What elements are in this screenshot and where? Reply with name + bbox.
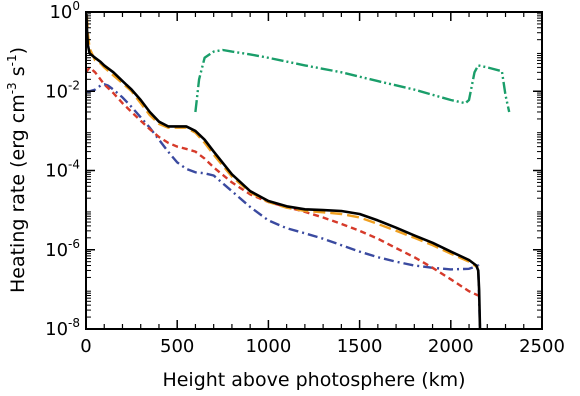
- x-tick-label: 1000: [245, 336, 291, 357]
- y-tick-label-base: 10: [49, 2, 72, 23]
- y-tick-label-exp: -8: [68, 316, 80, 330]
- y-axis-label-exp1: -3: [5, 82, 19, 94]
- y-tick-label-base: 10: [45, 81, 68, 102]
- y-tick-label: 100: [49, 0, 80, 23]
- x-tick-label: 500: [160, 336, 194, 357]
- y-tick-label-exp: 0: [72, 0, 80, 13]
- x-tick-label: 2000: [428, 336, 474, 357]
- y-tick-label: 10-2: [45, 78, 80, 102]
- y-tick-label-base: 10: [45, 319, 68, 340]
- y-axis-label-end: ): [7, 47, 29, 54]
- y-tick-label-base: 10: [45, 240, 68, 261]
- y-tick-label-exp: -2: [68, 78, 80, 92]
- y-axis-label: Heating rate (erg cm-3 s-1): [5, 47, 29, 293]
- y-tick-label-exp: -6: [68, 237, 80, 251]
- y-tick-label: 10-6: [45, 237, 80, 261]
- y-tick-label: 10-4: [45, 158, 80, 182]
- x-tick-label: 2500: [519, 336, 565, 357]
- y-tick-label-exp: -4: [68, 158, 80, 172]
- y-axis-label-main: Heating rate (erg cm: [7, 94, 29, 293]
- series-line-2: [86, 83, 482, 329]
- series-line-5: [86, 13, 482, 329]
- x-axis-label: Height above photosphere (km): [162, 369, 465, 391]
- series-line-3: [86, 66, 479, 297]
- plot-frame: [85, 11, 543, 330]
- series-line-4: [86, 15, 479, 269]
- y-axis-label-exp2: -1: [5, 54, 19, 66]
- x-tick-label: 1500: [337, 336, 383, 357]
- tick-layer: [85, 11, 543, 330]
- series-layer: [86, 13, 511, 329]
- series-line-1: [194, 48, 511, 113]
- y-tick-label: 10-8: [45, 316, 80, 340]
- y-axis-label-mid: s: [7, 66, 29, 82]
- y-tick-label-base: 10: [45, 161, 68, 182]
- x-tick-label: 0: [80, 336, 91, 357]
